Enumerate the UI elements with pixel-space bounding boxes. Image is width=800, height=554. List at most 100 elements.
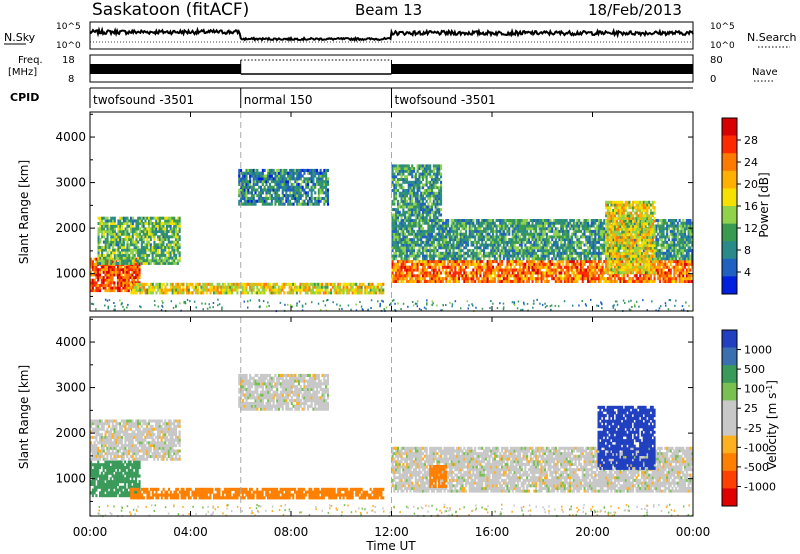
heatmap-cell (100, 265, 103, 269)
heatmap-cell (99, 224, 102, 228)
heatmap-cell (306, 288, 309, 292)
heatmap-cell (440, 213, 443, 217)
heatmap-cell (529, 235, 532, 239)
heatmap-cell (526, 265, 529, 269)
heatmap-cell (606, 277, 609, 281)
heatmap-cell (493, 221, 496, 225)
heatmap-cell (493, 271, 496, 275)
heatmap-cell (144, 227, 147, 231)
heatmap-cell (495, 268, 498, 272)
heatmap-cell (173, 240, 176, 244)
heatmap-cell (265, 174, 268, 178)
heatmap-cell (404, 268, 407, 272)
heatmap-cell (121, 238, 124, 241)
heatmap-cell (603, 260, 606, 264)
heatmap-cell (479, 262, 482, 266)
heatmap-cell (396, 232, 399, 236)
heatmap-cell (231, 288, 234, 292)
heatmap-cell (463, 257, 466, 261)
heatmap-cell (249, 199, 252, 203)
heatmap-cell (294, 285, 297, 289)
heatmap-cell (371, 291, 374, 295)
heatmap-cell (400, 186, 403, 190)
heatmap-cell (414, 268, 417, 272)
heatmap-cell (431, 169, 434, 173)
heatmap-cell (438, 235, 441, 239)
heatmap-cell (601, 251, 604, 255)
heatmap-cell (587, 274, 590, 278)
heatmap-cell (134, 276, 137, 279)
heatmap-cell (418, 213, 421, 217)
heatmap-cell (153, 232, 156, 236)
heatmap-cell (619, 260, 622, 264)
heatmap-cell (129, 268, 132, 272)
heatmap-cell (492, 221, 495, 225)
heatmap-cell (395, 257, 398, 261)
heatmap-cell (317, 174, 320, 178)
heatmap-cell (90, 257, 93, 261)
heatmap-cell (124, 232, 127, 236)
heatmap-cell (402, 271, 405, 275)
heatmap-cell (124, 222, 127, 225)
heatmap-cell (420, 186, 423, 190)
heatmap-cell (261, 180, 264, 184)
heatmap-cell (395, 216, 398, 220)
heatmap-cell (130, 216, 133, 220)
heatmap-cell (411, 219, 414, 222)
heatmap-cell (396, 213, 399, 217)
heatmap-cell (355, 288, 358, 292)
heatmap-cell (470, 240, 473, 244)
heatmap-cell (112, 240, 115, 244)
heatmap-cell (628, 279, 631, 283)
heatmap-cell (398, 246, 401, 250)
heatmap-cell (513, 265, 516, 269)
heatmap-cell (418, 227, 421, 231)
heatmap-cell (501, 229, 504, 233)
heatmap-cell (474, 227, 477, 231)
heatmap-cell (173, 219, 176, 223)
heatmap-cell (299, 171, 302, 175)
heatmap-cell (440, 172, 443, 176)
heatmap-cell (538, 277, 541, 281)
heatmap-cell (175, 222, 178, 225)
heatmap-cell (122, 248, 125, 252)
heatmap-cell (263, 202, 266, 206)
heatmap-cell (425, 178, 428, 181)
heatmap-cell (398, 178, 401, 181)
heatmap-cell (202, 282, 205, 286)
heatmap-cell (131, 248, 134, 252)
heatmap-cell (176, 261, 179, 265)
heatmap-cell (159, 285, 162, 289)
heatmap-cell (526, 238, 529, 242)
heatmap-cell (243, 199, 246, 203)
heatmap-cell (667, 260, 670, 264)
heatmap-cell (484, 277, 487, 281)
heatmap-cell (518, 257, 521, 261)
heatmap-cell (281, 285, 284, 289)
heatmap-cell (404, 274, 407, 278)
heatmap-cell (160, 256, 163, 260)
heatmap-cell (276, 182, 279, 186)
heatmap-cell (142, 288, 145, 292)
heatmap-cell (434, 279, 437, 283)
heatmap-cell (508, 246, 511, 250)
heatmap-cell (245, 288, 248, 292)
heatmap-cell (337, 285, 340, 289)
heatmap-cell (544, 240, 547, 244)
heatmap-cell (93, 265, 96, 269)
heatmap-cell (432, 210, 435, 214)
heatmap-cell (407, 246, 410, 250)
heatmap-cell (391, 213, 394, 217)
heatmap-cell (100, 276, 103, 279)
heatmap-cell (119, 222, 122, 225)
heatmap-cell (490, 251, 493, 255)
heatmap-cell (432, 191, 435, 195)
heatmap-cell (540, 271, 543, 275)
heatmap-cell (157, 224, 160, 228)
heatmap-cell (432, 240, 435, 244)
heatmap-cell (395, 183, 398, 187)
heatmap-cell (540, 246, 543, 250)
heatmap-cell (499, 249, 502, 253)
heatmap-cell (524, 229, 527, 233)
heatmap-cell (447, 279, 450, 283)
